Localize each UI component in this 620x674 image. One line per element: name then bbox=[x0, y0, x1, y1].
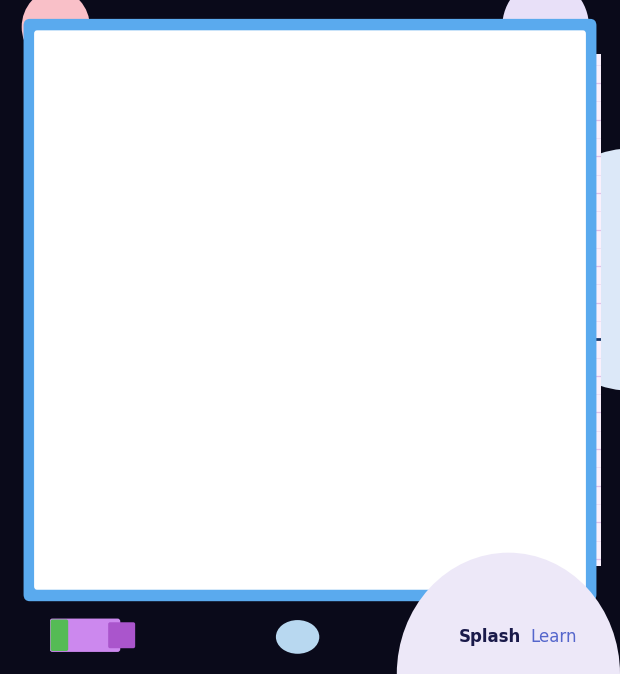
Text: -1: -1 bbox=[274, 351, 289, 366]
Text: -2: -2 bbox=[299, 405, 314, 420]
Text: -5: -5 bbox=[299, 515, 314, 530]
Text: -5: -5 bbox=[110, 351, 125, 366]
Text: -4: -4 bbox=[299, 478, 314, 493]
Text: 5: 5 bbox=[304, 149, 314, 164]
Text: 4: 4 bbox=[482, 351, 491, 366]
Text: -3: -3 bbox=[192, 351, 206, 366]
FancyBboxPatch shape bbox=[51, 619, 68, 651]
Text: 3: 3 bbox=[304, 222, 314, 237]
Text: 2: 2 bbox=[304, 259, 314, 274]
Text: X-axis: X-axis bbox=[541, 362, 597, 380]
FancyBboxPatch shape bbox=[108, 622, 135, 648]
Text: 2: 2 bbox=[400, 351, 409, 366]
Text: C(0,4): C(0,4) bbox=[228, 177, 285, 195]
Text: -2: -2 bbox=[233, 351, 248, 366]
Text: -4: -4 bbox=[151, 351, 166, 366]
Text: A(4,0): A(4,0) bbox=[493, 311, 550, 329]
Text: Y-axis: Y-axis bbox=[332, 63, 386, 81]
Text: 5: 5 bbox=[523, 351, 532, 366]
Text: 0: 0 bbox=[318, 351, 327, 366]
Text: Learn: Learn bbox=[530, 628, 577, 646]
Text: 3: 3 bbox=[441, 351, 450, 366]
Text: 1: 1 bbox=[359, 351, 368, 366]
Text: 1: 1 bbox=[304, 295, 314, 310]
Text: 4: 4 bbox=[304, 185, 314, 200]
Text: 6: 6 bbox=[304, 113, 314, 127]
Text: -1: -1 bbox=[299, 369, 314, 384]
FancyBboxPatch shape bbox=[50, 619, 120, 652]
Text: Splash: Splash bbox=[459, 628, 521, 646]
Text: -3: -3 bbox=[299, 441, 314, 456]
